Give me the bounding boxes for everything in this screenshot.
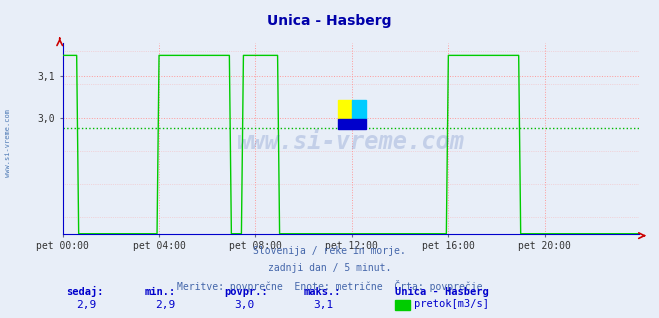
Text: 3,1: 3,1 xyxy=(313,300,333,310)
Text: pretok[m3/s]: pretok[m3/s] xyxy=(414,299,489,308)
Text: 3,0: 3,0 xyxy=(234,300,254,310)
Text: povpr.:: povpr.: xyxy=(224,287,268,297)
Bar xyxy=(337,119,366,129)
Bar xyxy=(352,100,366,119)
Text: 2,9: 2,9 xyxy=(76,300,96,310)
Text: min.:: min.: xyxy=(145,287,176,297)
Text: Unica - Hasberg: Unica - Hasberg xyxy=(395,287,489,297)
Text: maks.:: maks.: xyxy=(303,287,341,297)
Text: zadnji dan / 5 minut.: zadnji dan / 5 minut. xyxy=(268,263,391,273)
Text: Unica - Hasberg: Unica - Hasberg xyxy=(268,14,391,28)
Text: sedaj:: sedaj: xyxy=(66,286,103,297)
Bar xyxy=(337,100,352,119)
Text: 2,9: 2,9 xyxy=(155,300,175,310)
Text: www.si-vreme.com: www.si-vreme.com xyxy=(5,109,11,177)
Text: Slovenija / reke in morje.: Slovenija / reke in morje. xyxy=(253,246,406,256)
Text: www.si-vreme.com: www.si-vreme.com xyxy=(237,130,465,154)
Text: Meritve: povprečne  Enote: metrične  Črta: povprečje: Meritve: povprečne Enote: metrične Črta:… xyxy=(177,280,482,292)
